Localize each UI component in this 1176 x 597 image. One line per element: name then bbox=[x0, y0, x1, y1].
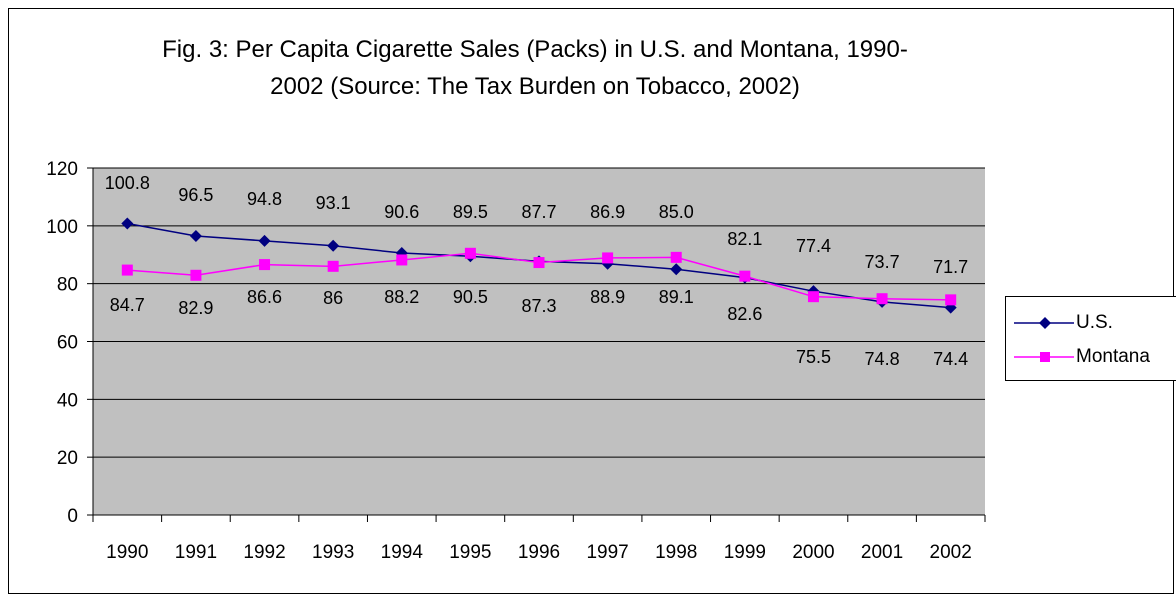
x-tick-label: 2001 bbox=[861, 542, 903, 563]
data-label-montana: 84.7 bbox=[110, 295, 145, 315]
data-label-us: 93.1 bbox=[316, 193, 351, 213]
data-point-montana bbox=[602, 252, 614, 264]
data-label-montana: 88.9 bbox=[590, 287, 625, 307]
data-label-us: 87.7 bbox=[521, 202, 556, 222]
data-point-montana bbox=[945, 294, 957, 306]
legend-item-us: U.S. bbox=[1006, 308, 1176, 338]
chart-title-line-1: Fig. 3: Per Capita Cigarette Sales (Pack… bbox=[162, 36, 908, 63]
data-label-montana: 89.1 bbox=[659, 287, 694, 307]
y-tick-label: 40 bbox=[57, 390, 78, 411]
data-label-us: 86.9 bbox=[590, 202, 625, 222]
data-point-montana bbox=[327, 260, 339, 272]
data-point-montana bbox=[464, 247, 476, 259]
chart-title-line-2: 2002 (Source: The Tax Burden on Tobacco,… bbox=[270, 73, 800, 100]
data-label-montana: 75.5 bbox=[796, 347, 831, 367]
data-label-us: 71.7 bbox=[933, 257, 968, 277]
data-point-montana bbox=[259, 259, 271, 271]
data-label-montana: 74.8 bbox=[865, 349, 900, 369]
x-tick-label: 1994 bbox=[381, 542, 424, 563]
legend-label-us: U.S. bbox=[1076, 312, 1113, 333]
data-label-us: 100.8 bbox=[105, 173, 150, 193]
data-point-montana bbox=[190, 269, 202, 281]
data-point-montana bbox=[121, 264, 133, 276]
data-point-us bbox=[395, 247, 408, 260]
data-label-us: 96.5 bbox=[178, 185, 213, 205]
data-label-us: 73.7 bbox=[865, 252, 900, 272]
data-point-us bbox=[121, 217, 134, 230]
y-tick-label: 20 bbox=[57, 448, 78, 469]
x-tick-label: 1997 bbox=[586, 542, 628, 563]
data-label-us: 77.4 bbox=[796, 236, 831, 256]
legend-swatch-us bbox=[1014, 317, 1074, 329]
data-label-us: 85.0 bbox=[659, 202, 694, 222]
data-label-montana: 88.2 bbox=[384, 287, 419, 307]
data-point-us bbox=[327, 239, 340, 252]
x-tick-label: 1993 bbox=[312, 542, 354, 563]
legend-label-montana: Montana bbox=[1076, 346, 1150, 367]
x-tick-label: 1995 bbox=[449, 542, 491, 563]
data-point-us bbox=[670, 263, 683, 276]
y-tick-label: 80 bbox=[57, 275, 78, 296]
data-point-montana bbox=[807, 291, 819, 303]
data-point-montana bbox=[739, 270, 751, 282]
data-point-us bbox=[258, 234, 271, 247]
data-label-us: 82.1 bbox=[727, 229, 762, 249]
data-label-us: 89.5 bbox=[453, 202, 488, 222]
y-tick-label: 120 bbox=[46, 159, 78, 180]
data-point-us bbox=[189, 229, 202, 242]
y-tick-label: 60 bbox=[57, 333, 78, 354]
data-label-montana: 87.3 bbox=[521, 296, 556, 316]
data-label-us: 94.8 bbox=[247, 189, 282, 209]
data-point-montana bbox=[670, 251, 682, 263]
y-tick-label: 100 bbox=[46, 217, 78, 238]
data-label-us: 90.6 bbox=[384, 202, 419, 222]
data-label-montana: 82.6 bbox=[727, 304, 762, 324]
chart-legend: U.S. Montana bbox=[1005, 296, 1176, 381]
data-label-montana: 86 bbox=[323, 288, 343, 308]
data-point-montana bbox=[876, 293, 888, 305]
data-point-montana bbox=[396, 254, 408, 266]
x-tick-label: 1996 bbox=[518, 542, 560, 563]
y-tick-label: 0 bbox=[67, 506, 78, 527]
x-tick-label: 2000 bbox=[792, 542, 834, 563]
data-point-montana bbox=[533, 257, 545, 269]
x-tick-label: 2002 bbox=[930, 542, 972, 563]
legend-item-montana: Montana bbox=[1006, 342, 1176, 372]
data-label-montana: 74.4 bbox=[933, 349, 968, 369]
x-tick-label: 1998 bbox=[655, 542, 697, 563]
x-tick-label: 1999 bbox=[724, 542, 766, 563]
x-tick-label: 1992 bbox=[243, 542, 285, 563]
data-label-montana: 90.5 bbox=[453, 287, 488, 307]
data-label-montana: 82.9 bbox=[178, 298, 213, 318]
data-label-montana: 86.6 bbox=[247, 287, 282, 307]
legend-swatch-montana bbox=[1014, 352, 1074, 362]
x-tick-label: 1991 bbox=[175, 542, 217, 563]
x-tick-label: 1990 bbox=[106, 542, 148, 563]
